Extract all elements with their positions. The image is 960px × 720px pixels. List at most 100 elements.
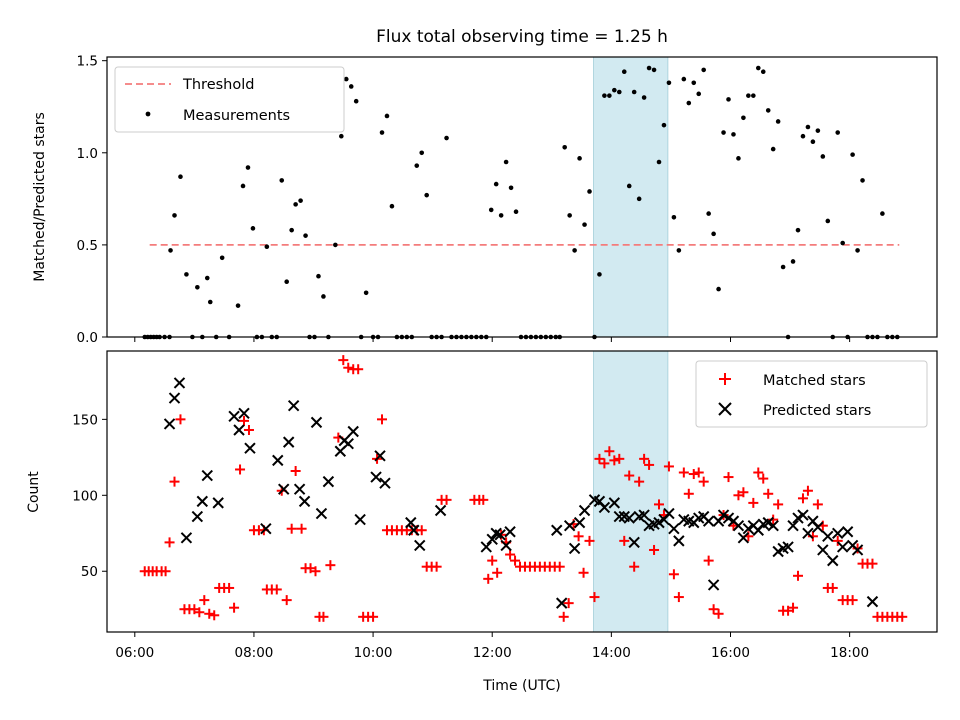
data-point (414, 163, 420, 168)
data-point (163, 418, 176, 430)
data-point (800, 133, 806, 139)
data-point (758, 473, 769, 484)
data-point (577, 156, 582, 161)
data-point (486, 533, 498, 546)
data-point (353, 364, 364, 375)
data-point (867, 558, 878, 569)
data-point (713, 608, 724, 619)
data-point (753, 467, 764, 478)
data-point (795, 227, 801, 233)
data-point (815, 128, 821, 133)
data-point (631, 89, 637, 95)
data-point (812, 521, 824, 533)
data-point (298, 198, 303, 203)
data-point (504, 526, 516, 538)
x-stroke-b (707, 579, 720, 591)
x-tick-label: 12:00 (473, 645, 512, 661)
x-stroke-b (238, 407, 250, 419)
data-point (478, 494, 489, 505)
x-stroke-b (817, 544, 829, 556)
data-point (278, 483, 290, 495)
data-point (673, 535, 685, 547)
data-point (180, 532, 193, 544)
x-stroke-b (563, 519, 576, 532)
data-point (573, 516, 586, 529)
data-point (290, 465, 301, 476)
data-point (767, 519, 779, 532)
x-stroke-b (490, 527, 502, 539)
x-tick-label: 08:00 (234, 645, 273, 661)
data-point (644, 459, 655, 470)
data-point (487, 555, 498, 566)
x-stroke-b (638, 509, 650, 521)
data-point (219, 255, 225, 261)
data-point (817, 544, 829, 556)
data-point (492, 567, 503, 578)
data-point (802, 485, 813, 496)
data-point (243, 424, 254, 435)
data-point (503, 159, 509, 165)
data-point (703, 555, 714, 566)
data-point (656, 159, 662, 165)
data-point (238, 407, 250, 419)
data-point (760, 69, 766, 75)
data-point (641, 95, 647, 100)
data-point (260, 523, 272, 535)
x-stroke-b (434, 504, 447, 517)
data-point (780, 264, 786, 270)
x-stroke-b (551, 524, 563, 536)
x-stroke-b (315, 507, 328, 520)
data-point (293, 202, 298, 207)
data-point (343, 362, 354, 373)
data-point (289, 227, 294, 233)
data-point (338, 355, 349, 366)
x-axis-label: Time (UTC) (482, 678, 560, 694)
data-point (175, 414, 186, 425)
data-point (820, 154, 826, 159)
data-point (233, 424, 245, 436)
x-stroke-b (272, 454, 284, 467)
x-stroke-b (593, 495, 606, 508)
x-stroke-b (370, 471, 382, 483)
data-point (333, 242, 338, 248)
data-point (621, 69, 627, 75)
data-point (597, 272, 602, 277)
x-stroke-b (494, 529, 506, 541)
data-point (195, 284, 200, 290)
data-point (827, 554, 839, 567)
data-point (554, 561, 565, 572)
x-stroke-b (405, 516, 417, 529)
data-point (296, 523, 307, 534)
data-point (629, 561, 640, 572)
data-point (250, 226, 256, 231)
data-point (494, 529, 506, 541)
x-stroke-b (836, 541, 849, 553)
x-stroke-b (228, 410, 240, 423)
data-point (698, 476, 709, 487)
x-stroke-b (812, 521, 824, 533)
data-point (298, 495, 311, 508)
data-point (634, 476, 645, 487)
x-stroke-b (613, 510, 626, 523)
x-stroke-b (260, 523, 272, 535)
x-stroke-b (322, 475, 335, 488)
data-point (178, 174, 183, 180)
data-point (419, 150, 425, 156)
x-stroke-b (287, 399, 300, 412)
data-point (683, 488, 694, 499)
data-point (444, 135, 449, 141)
data-point (805, 124, 811, 130)
data-point (654, 499, 665, 510)
data-point (279, 178, 285, 183)
data-point (841, 526, 854, 538)
data-point (201, 469, 213, 482)
data-point (825, 218, 831, 224)
data-point (196, 495, 209, 508)
data-point (173, 377, 186, 389)
x-stroke-b (201, 469, 213, 482)
plot-frame (106, 350, 938, 633)
x-stroke-b (173, 377, 186, 389)
data-point (510, 555, 521, 566)
data-point (224, 582, 235, 593)
